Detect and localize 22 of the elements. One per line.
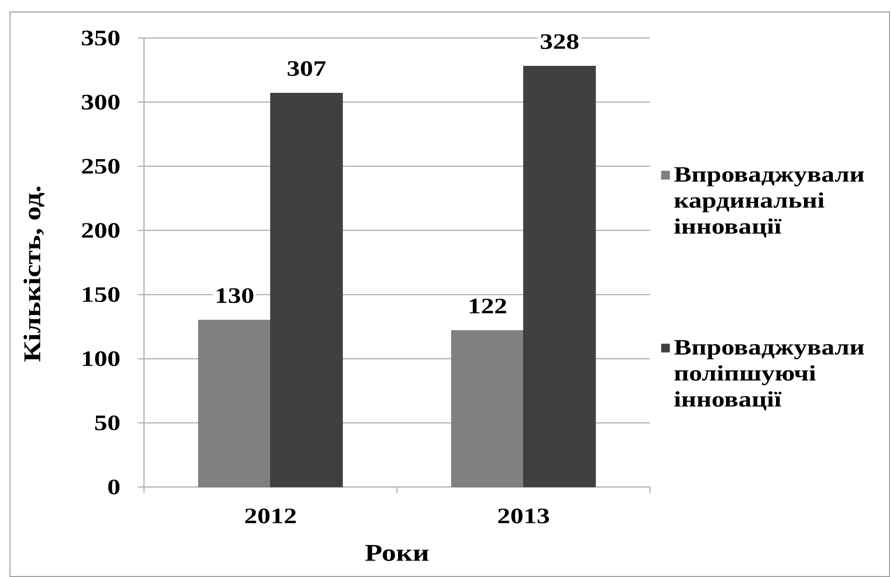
x-tick-label: 2012 [245, 508, 296, 524]
y-tick-label: 50 [95, 415, 120, 430]
y-tick-label: 0 [108, 480, 120, 494]
data-label: 328 [540, 34, 578, 50]
y-axis-title: Кількість, од. [24, 186, 44, 362]
data-label: 122 [470, 298, 506, 314]
bar [523, 66, 596, 488]
legend-label: Впроваджували кардинальні інновації [674, 167, 864, 238]
bar [451, 330, 524, 488]
y-tick-label: 250 [82, 158, 120, 174]
y-tick-label: 350 [82, 30, 120, 46]
x-tick-label: 2013 [498, 508, 549, 524]
y-tick-label: 150 [82, 287, 120, 302]
data-label: 130 [216, 288, 254, 304]
y-tick-label: 100 [82, 351, 120, 366]
data-label: 307 [288, 61, 326, 76]
bar [270, 92, 343, 488]
bar [198, 320, 271, 488]
y-tick-label: 300 [82, 94, 120, 110]
legend-label: Впроваджували поліпшуючі інновації [674, 340, 864, 410]
y-tick-label: 200 [82, 223, 120, 238]
x-axis-title: Роки [365, 545, 428, 561]
